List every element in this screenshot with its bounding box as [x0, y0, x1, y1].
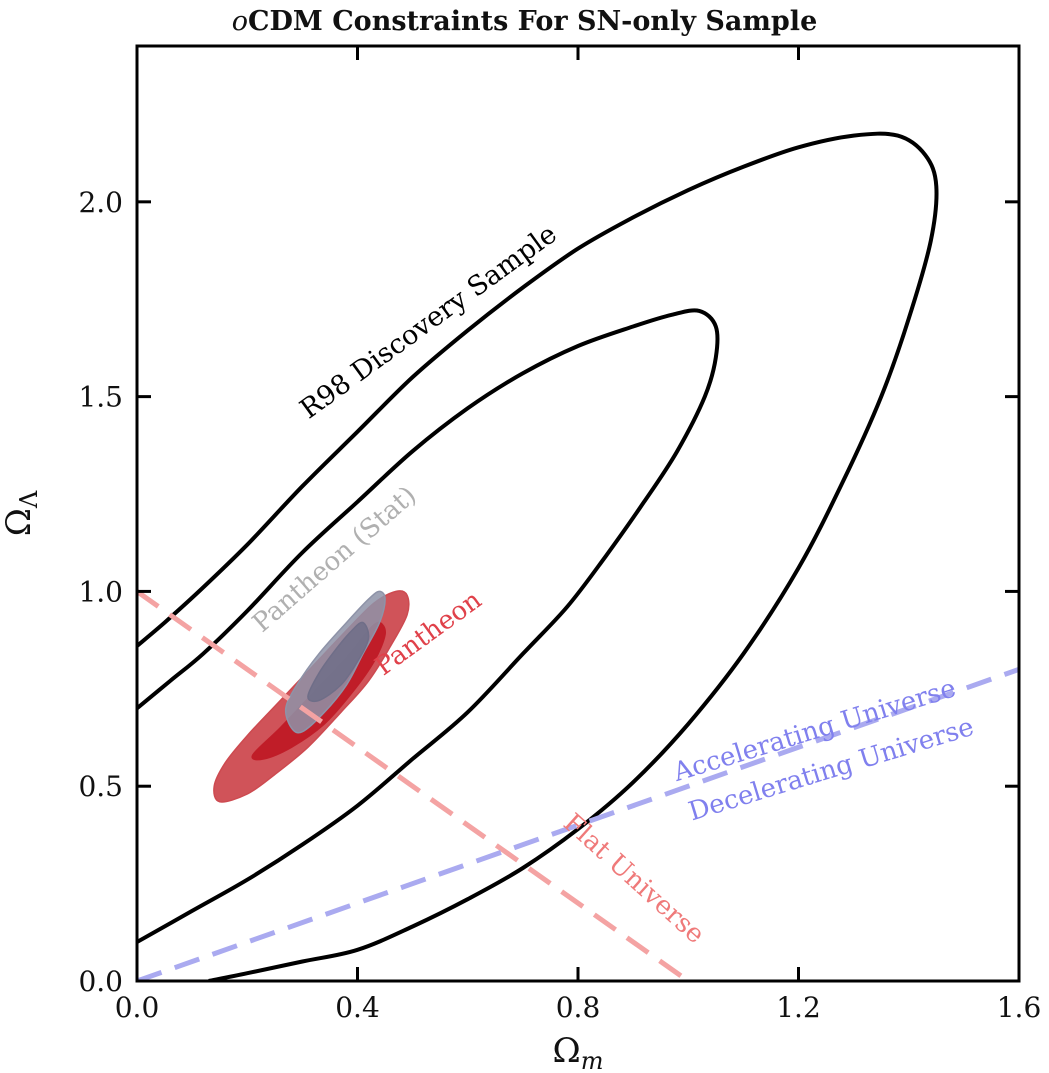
x-tick-label: 1.6: [997, 991, 1042, 1024]
r98-contour-inner: [137, 308, 720, 944]
chart-title-rest: CDM Constraints For SN-only Sample: [248, 6, 818, 37]
chart-title: oCDM Constraints For SN-only Sample: [0, 6, 1049, 37]
contour-lines: [137, 131, 1019, 981]
x-tick-label: 0.8: [556, 991, 601, 1024]
r98-contour-outer: [137, 131, 939, 981]
acceleration-boundary-line: [137, 666, 1019, 981]
annotation-label: Flat Universe: [557, 808, 710, 950]
axis-ticks: 0.0 0.4 0.8 1.2 1.6 0.0 0.5 1.0 1.5 2.0: [78, 46, 1041, 1024]
x-axis-label: Ωm: [553, 1031, 604, 1073]
x-tick-label: 0.4: [335, 991, 380, 1024]
y-tick-label: 1.0: [78, 575, 123, 608]
chart-title-prefix: o: [231, 6, 248, 37]
filled-contours: [213, 590, 410, 803]
y-tick-label: 0.0: [78, 965, 123, 998]
y-tick-label: 0.5: [78, 770, 123, 803]
flat-universe-line: [137, 589, 690, 981]
pantheon-stat-contour-inner: [307, 621, 370, 703]
annotation-label: R98 Discovery Sample: [295, 219, 563, 426]
axis-labels: Ωm ΩΛ: [0, 490, 603, 1073]
x-tick-label: 1.2: [776, 991, 821, 1024]
x-tick-label: 0.0: [115, 991, 160, 1024]
y-tick-label: 1.5: [78, 381, 123, 414]
y-axis-label: ΩΛ: [0, 490, 43, 536]
y-tick-label: 2.0: [78, 186, 123, 219]
